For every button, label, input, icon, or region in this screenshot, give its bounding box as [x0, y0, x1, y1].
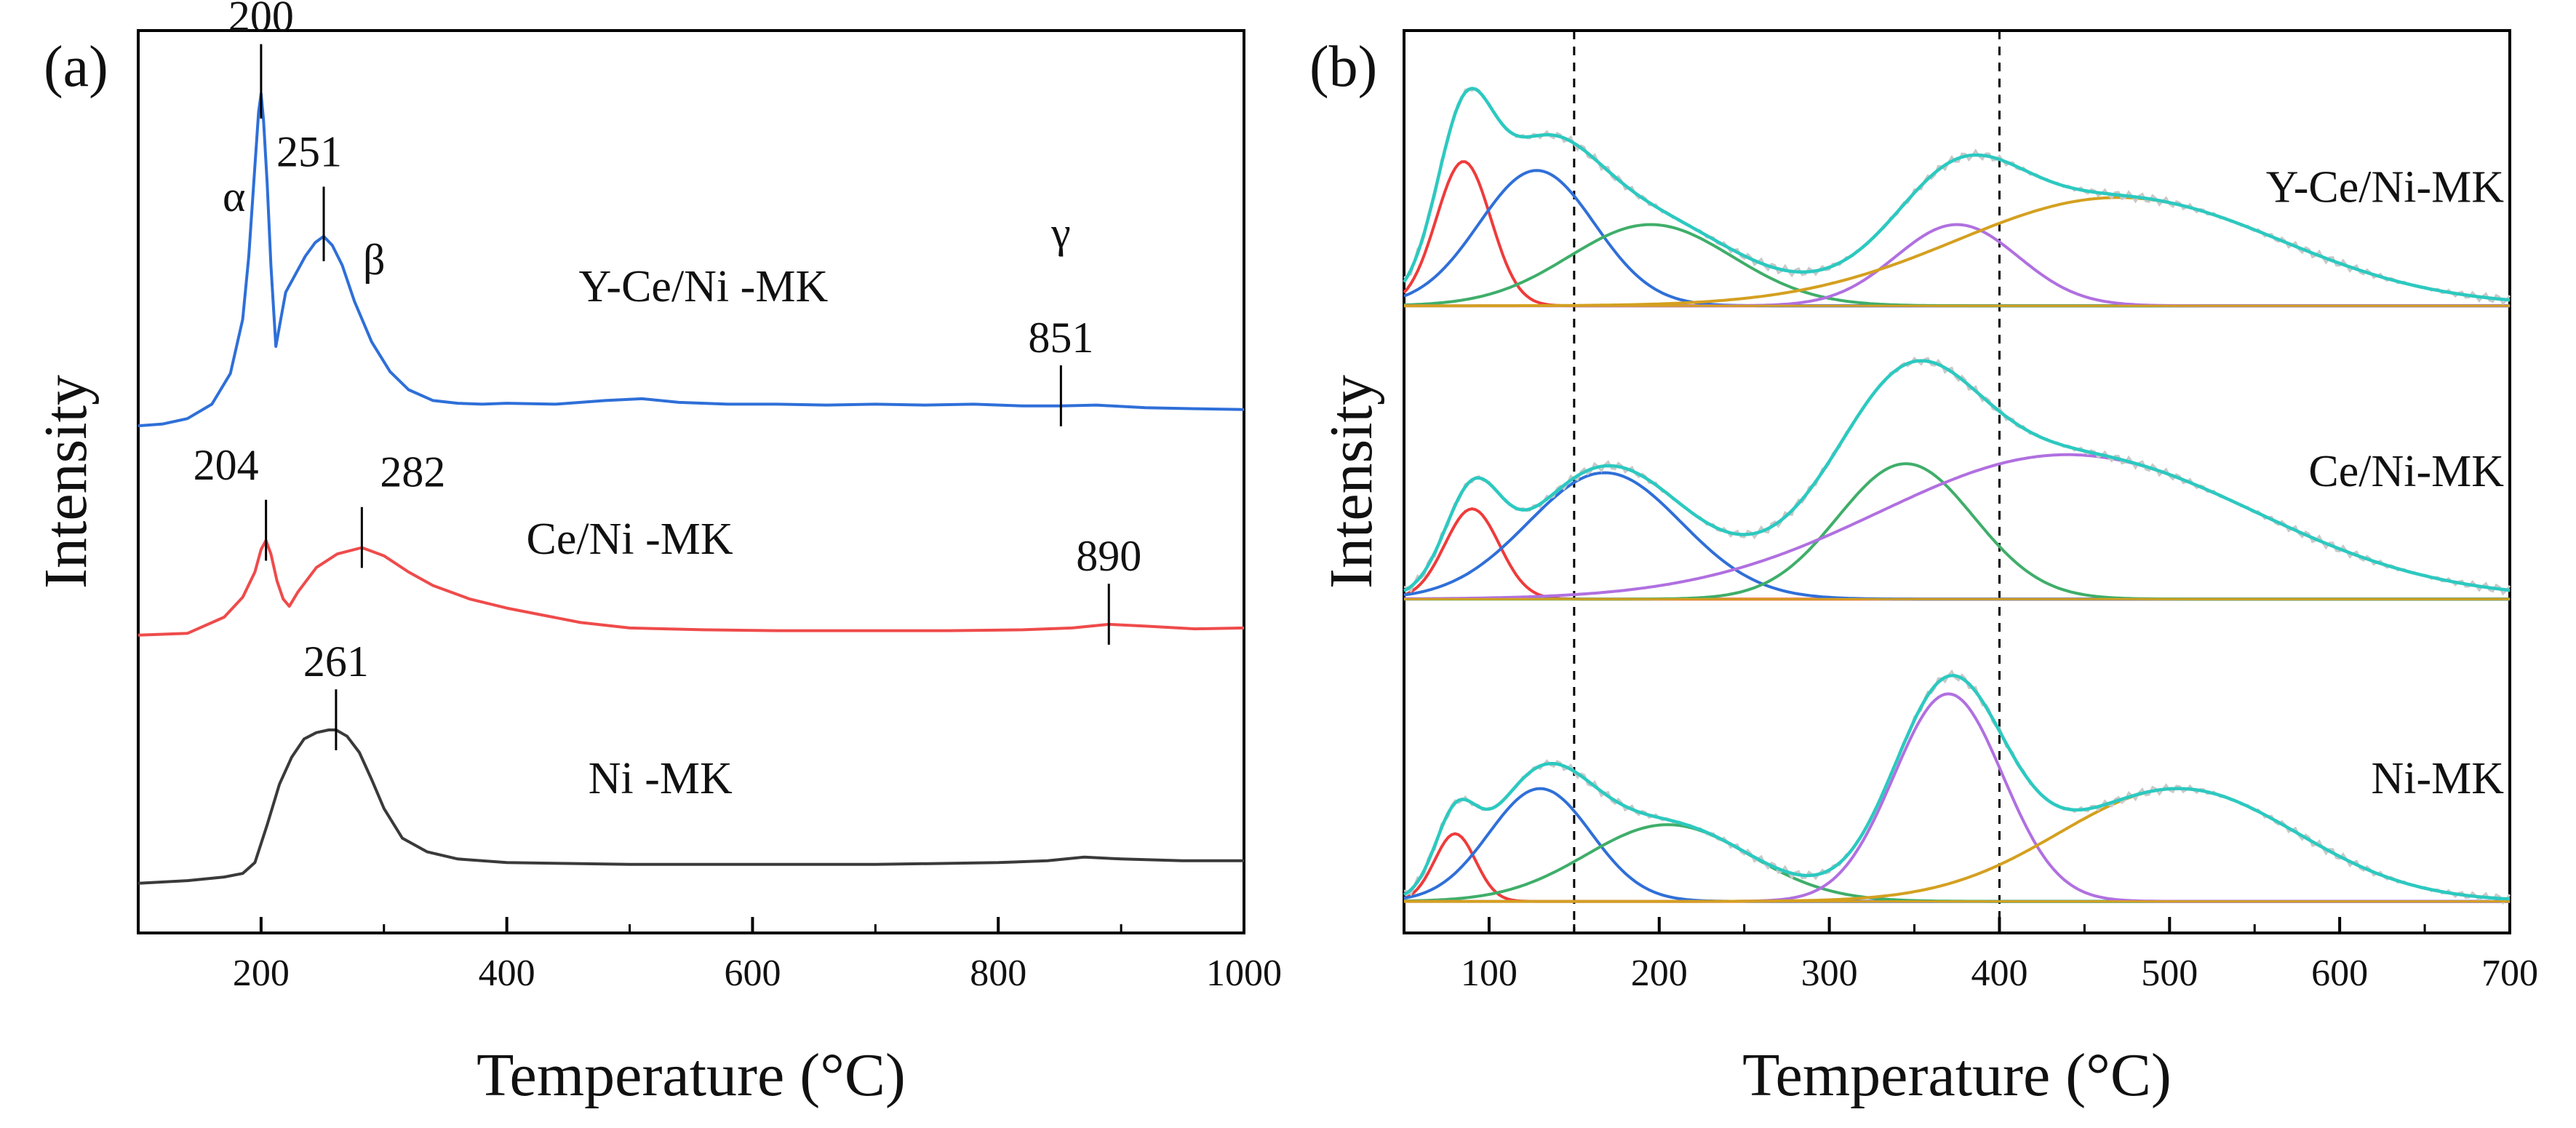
panel-b-sample-label-2: Ni-MK [2371, 754, 2504, 803]
panel-a-series-label-0: Y-Ce/Ni -MK [579, 262, 829, 311]
panel-a-frame [137, 29, 1245, 934]
panel-b-group-1-experimental [1403, 356, 2511, 596]
panel-a-peak-label-0: 200 [228, 0, 294, 41]
panel-a-x-tick-label-2: 600 [724, 953, 781, 994]
panel-a-peak-label-3: β [363, 236, 386, 284]
panel-b-x-tick-label-2: 300 [1801, 953, 1858, 994]
panel-b-x-tick-label-6: 700 [2481, 953, 2538, 994]
panel-a-peak-label-4: γ [1050, 209, 1071, 257]
panel-b-x-tick-label-3: 400 [1971, 953, 2027, 994]
panel-a-peak-label-6: 204 [194, 441, 259, 489]
panel-b-group-1-component-0 [1403, 507, 2510, 601]
panel-a-x-tick-label-1: 400 [479, 953, 535, 994]
panel-b-reference-lines [1573, 31, 2001, 933]
panel-b-x-axis-title: Temperature (°C) [1742, 1041, 2172, 1109]
panel-b-sample-label-0: Y-Ce/Ni-MK [2266, 163, 2504, 213]
panel-b-x-tick-label-0: 100 [1461, 953, 1518, 994]
panel-a-series: Y-Ce/Ni -MK Ce/Ni -MK Ni -MK [137, 92, 1245, 885]
panel-b-y-axis-title: Intensity [1317, 375, 1385, 589]
panel-b-label: (b) [1309, 35, 1377, 99]
panel-b-sample-label-1: Ce/Ni-MK [2308, 447, 2504, 496]
panel-a-peak-label-7: 282 [380, 448, 445, 496]
panel-a-series-line-0 [137, 92, 1245, 428]
panel-a-x-tick-label-0: 200 [233, 953, 290, 994]
panel-b-group-0-component-4 [1404, 196, 2511, 308]
panel-a-series-line-1 [137, 539, 1245, 637]
panel-b: Y-Ce/Ni-MK Ce/Ni-MK Ni-MK 100 200 300 400 500 6… [1309, 29, 2538, 1109]
panel-a-series-label-2: Ni -MK [589, 754, 733, 803]
panel-a-peak-label-5: 851 [1028, 314, 1093, 362]
panel-a-label: (a) [44, 35, 108, 99]
panel-a-peak-label-9: 261 [303, 638, 369, 686]
panel-a-series-label-1: Ce/Ni -MK [526, 515, 733, 564]
panel-b-frame [1403, 29, 2511, 934]
panel-a-peak-label-8: 890 [1076, 532, 1141, 580]
panel-b-x-tick-label-5: 600 [2311, 953, 2368, 994]
panel-b-x-ticks: 100 200 300 400 500 600 700 [1403, 917, 2538, 994]
panel-b-sample-labels: Y-Ce/Ni-MK Ce/Ni-MK Ni-MK [2266, 163, 2504, 803]
panel-a-annotations: 200 251 α β γ 851 204 282 890 261 [194, 0, 1141, 750]
panel-b-group-2-envelope [1403, 673, 2511, 901]
panel-a-x-tick-label-4: 1000 [1206, 953, 1282, 994]
panel-b-group-2-component-2 [1403, 823, 2510, 903]
panel-b-group-0-envelope [1403, 87, 2511, 302]
panel-b-series [1403, 87, 2511, 905]
panel-b-x-tick-label-1: 200 [1631, 953, 1688, 994]
panel-b-group-2-component-1 [1403, 787, 2510, 903]
panel-a-peak-label-2: α [223, 172, 245, 221]
panel-a-x-ticks: 200 400 600 800 1000 [137, 917, 1282, 994]
panel-b-x-tick-label-4: 500 [2141, 953, 2198, 994]
panel-b-group-2-component-0 [1403, 832, 2510, 903]
panel-a-peak-label-1: 251 [276, 128, 342, 176]
panel-a-y-axis-title: Intensity [32, 375, 100, 589]
panel-b-group-0-experimental [1403, 87, 2511, 306]
panel-a-x-tick-label-3: 800 [970, 953, 1026, 994]
panel-a-x-axis-title: Temperature (°C) [476, 1041, 906, 1109]
panel-b-group-1-envelope [1403, 359, 2511, 592]
panel-b-group-2-experimental [1403, 669, 2511, 905]
panel-b-group-2-component-3 [1404, 692, 2510, 903]
panel-a-series-line-2 [137, 728, 1244, 885]
